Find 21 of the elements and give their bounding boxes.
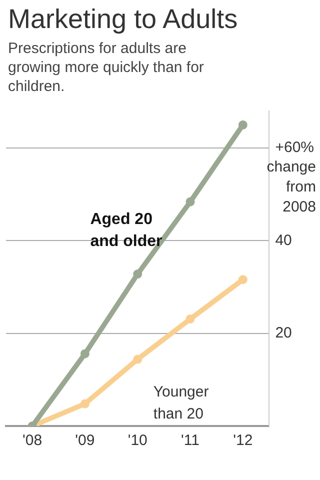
x-tick-label: '11: [181, 432, 200, 450]
y-axis-title: change from 2008: [266, 158, 316, 216]
point: [238, 275, 248, 284]
point: [186, 197, 195, 206]
x-tick-label: '12: [233, 432, 253, 450]
x-tick-label: '09: [75, 432, 95, 450]
point: [133, 354, 142, 364]
point: [80, 399, 90, 408]
point: [186, 314, 195, 324]
y-tick-label: 40: [275, 232, 292, 249]
point: [80, 349, 90, 358]
chart-title: Marketing to Adults: [7, 3, 239, 35]
y-tick-label: 20: [275, 324, 292, 342]
x-tick-label: '10: [128, 432, 148, 450]
chart-subtitle: Prescriptions for adults are growing more quickly than for children.: [7, 39, 205, 96]
x-tick-label: '08: [22, 432, 42, 450]
series-label: Aged 20 and older: [90, 211, 162, 250]
series-label: Younger than 20: [153, 384, 209, 423]
point: [133, 270, 142, 279]
y-tick-label: +60%: [275, 139, 314, 156]
point: [238, 120, 248, 130]
